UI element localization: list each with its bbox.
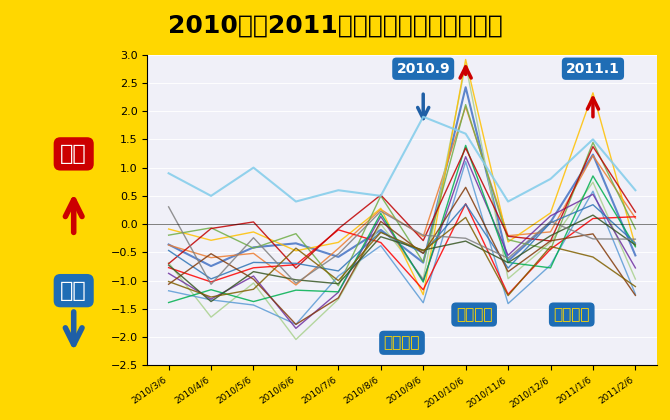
Text: ６ヶ月前: ６ヶ月前 (384, 335, 420, 350)
Text: 隆起: 隆起 (60, 144, 87, 164)
Text: 沈降: 沈降 (60, 281, 87, 301)
Text: 2010.10: 2010.10 (0, 419, 1, 420)
Text: 2011.1: 2011.1 (566, 62, 620, 76)
Text: 2010.9: 2010.9 (397, 62, 450, 76)
Text: ２ヶ月前: ２ヶ月前 (553, 307, 590, 322)
Text: 2010年～2011年　宮城県の電子基準点: 2010年～2011年 宮城県の電子基準点 (168, 13, 502, 37)
Text: ５ヶ月前: ５ヶ月前 (456, 307, 492, 322)
